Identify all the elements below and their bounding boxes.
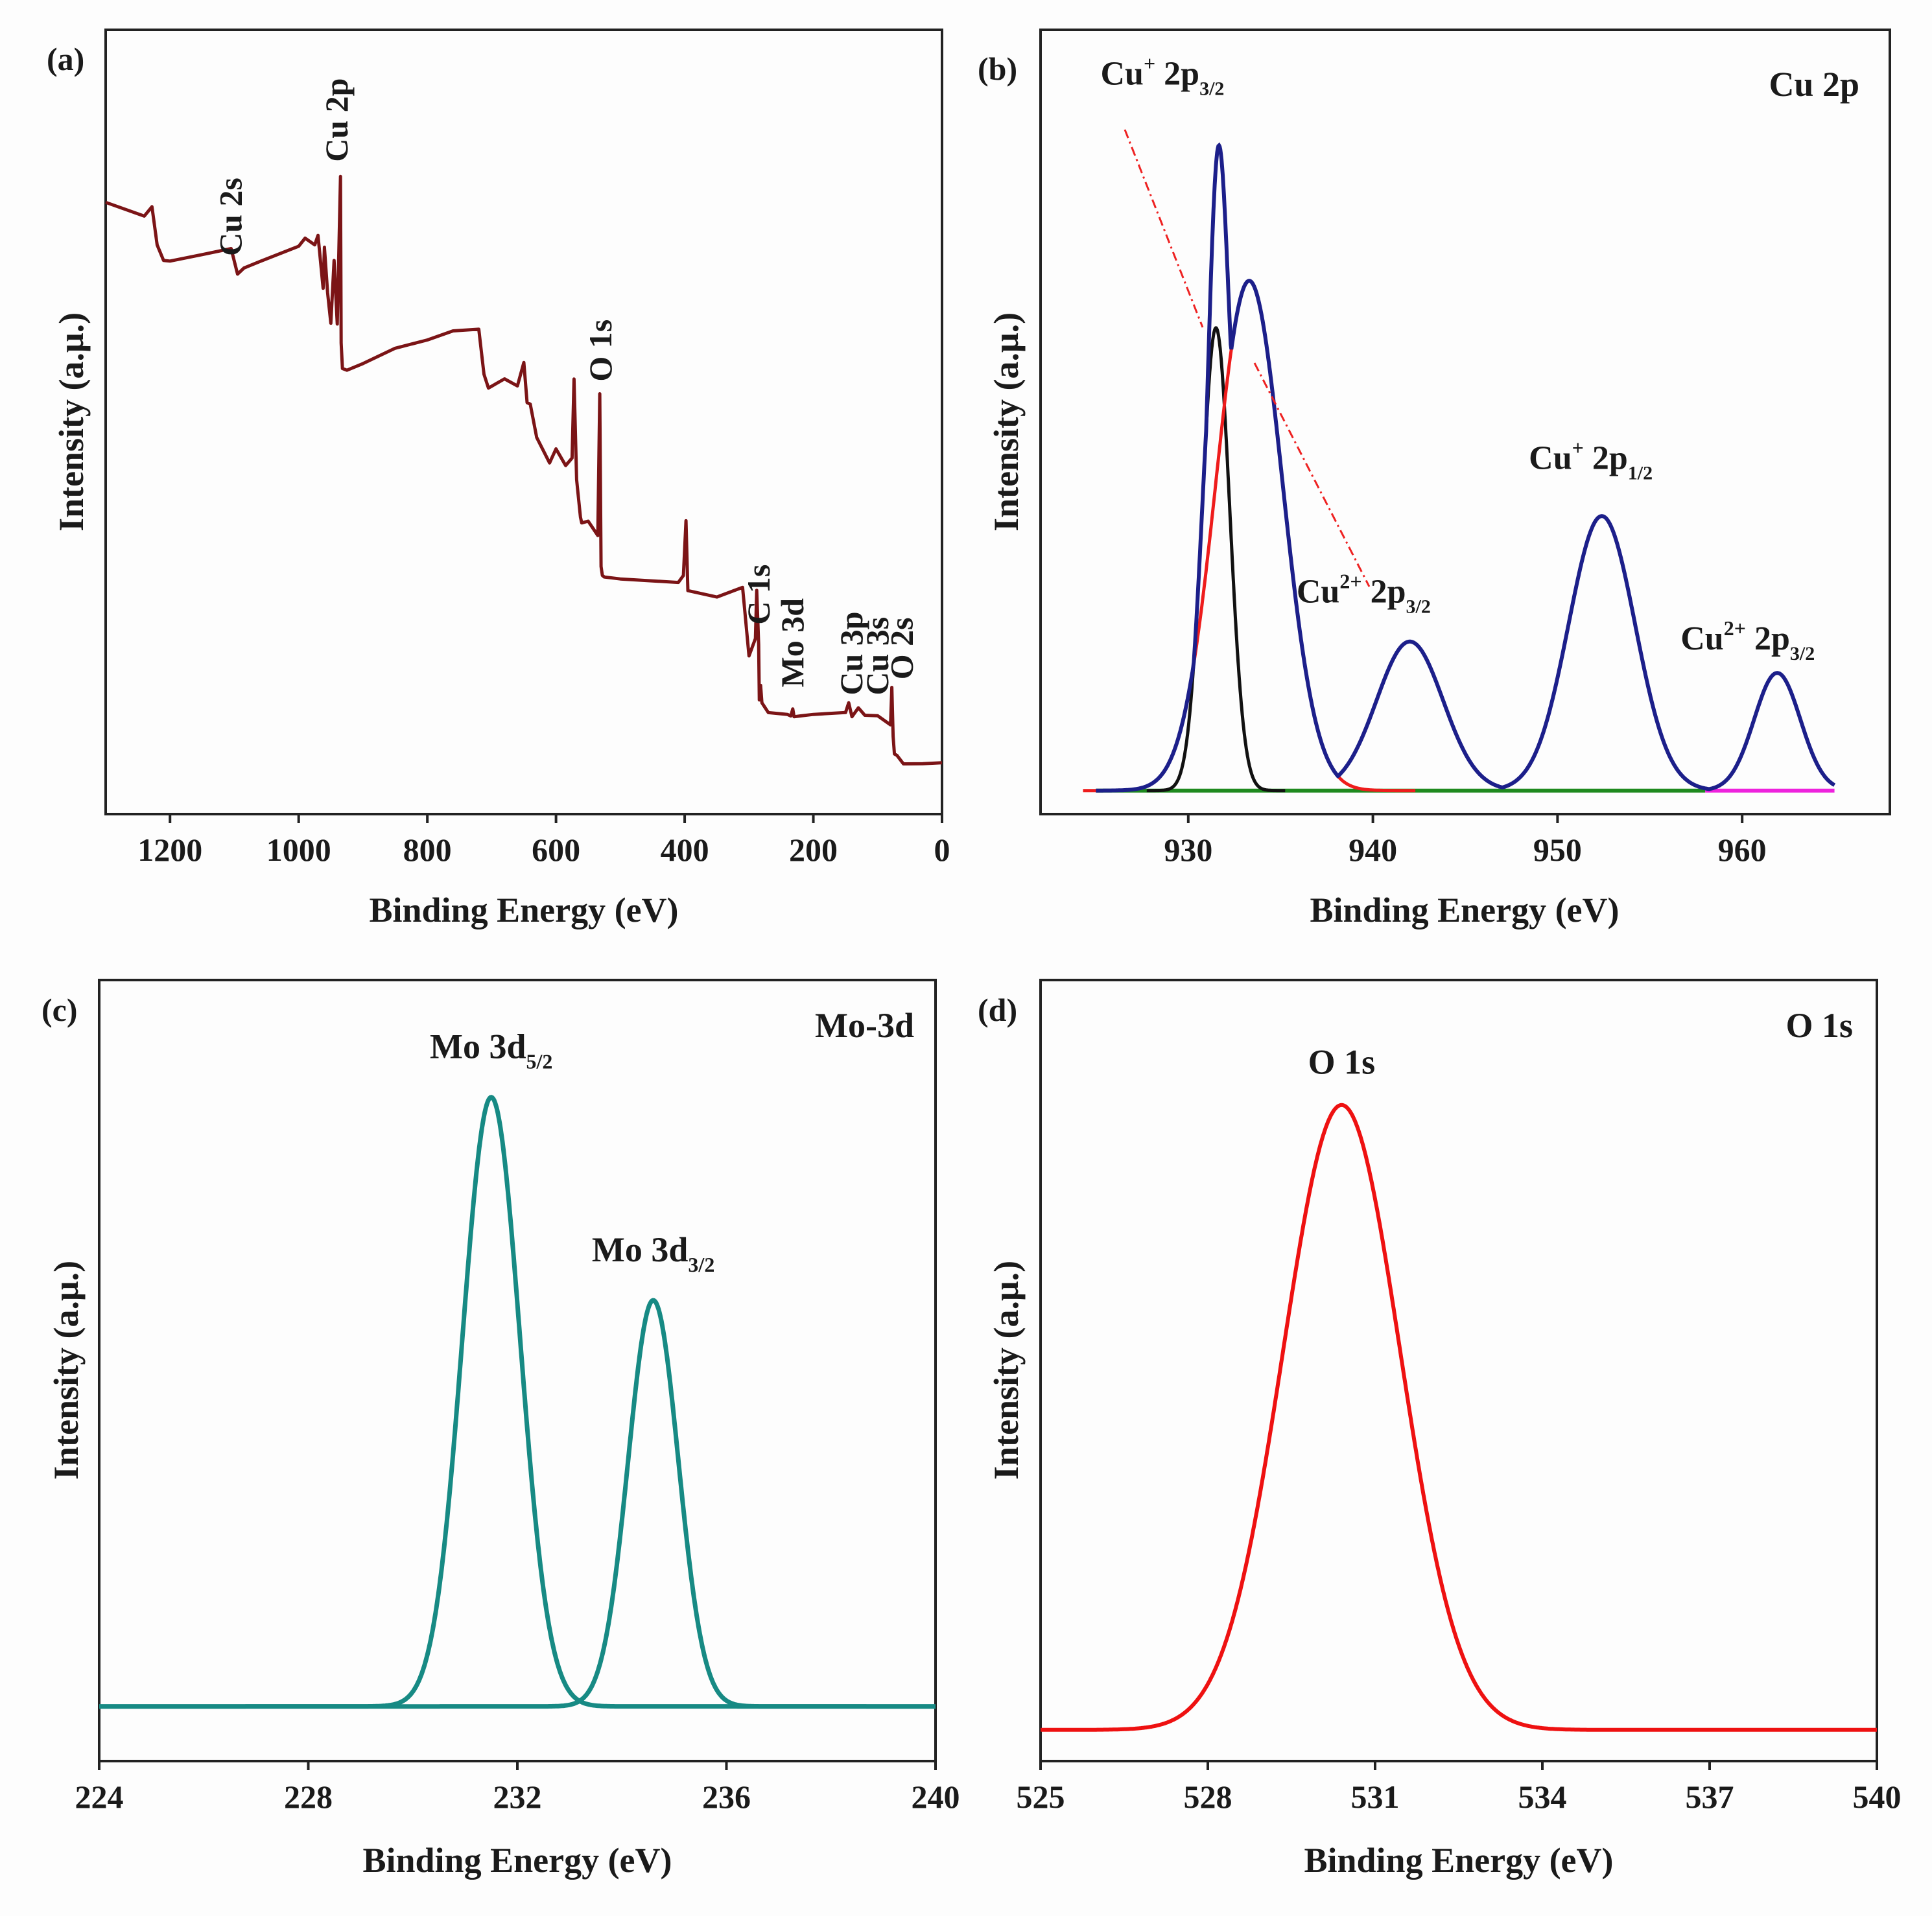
- peak-label: Cu+ 2p1/2: [1529, 436, 1653, 484]
- panel-b: (b) Cu 2p 930 940 950 960 Cu+ 2p3/2 Cu2+ 2p3…: [978, 29, 1891, 929]
- panel-d-frame: [1039, 979, 1878, 1762]
- peak-annotation: O 2s: [883, 618, 919, 680]
- panel-a-frame: [104, 29, 943, 815]
- panel-c-xlabel: Binding Energy (eV): [362, 1841, 672, 1880]
- x-tick-label: 240: [912, 1779, 960, 1815]
- panel-a-survey-series: [105, 174, 943, 765]
- panel-a-ticks: 1200 1000 800 600 400 200 0: [137, 814, 950, 868]
- fit-component-0: [1041, 1103, 1877, 1732]
- leader-line: [1253, 362, 1371, 587]
- panel-d-label: (d): [978, 992, 1017, 1028]
- x-tick-label: 537: [1686, 1779, 1734, 1815]
- panel-c-ylabel: Intensity (a.μ.): [47, 1261, 86, 1480]
- panel-c-label: (c): [41, 992, 78, 1028]
- x-tick-label: 600: [532, 832, 580, 868]
- panel-d-ylabel: Intensity (a.μ.): [987, 1261, 1026, 1480]
- panel-d: (d) O 1s 525 528 531 534 537 540 O 1s Binding…: [978, 979, 1902, 1880]
- x-tick-label: 534: [1518, 1779, 1567, 1815]
- x-tick-label: 960: [1718, 832, 1767, 868]
- x-tick-label: 1000: [266, 832, 331, 868]
- peak-annotation: C 1s: [740, 565, 777, 625]
- panel-b-annotations: Cu+ 2p3/2 Cu2+ 2p3/2 Cu+ 2p1/2 Cu2+ 2p3/2: [1100, 52, 1815, 664]
- panel-d-xlabel: Binding Energy (eV): [1304, 1841, 1613, 1880]
- fit-component-1: [1083, 279, 1416, 793]
- fit-component-0: [1146, 326, 1286, 793]
- panel-d-title: O 1s: [1785, 1006, 1853, 1045]
- fit-envelope: [1096, 142, 1836, 793]
- x-tick-label: 930: [1164, 832, 1212, 868]
- x-tick-label: 0: [934, 832, 950, 868]
- peak-annotation: O 1s: [582, 320, 618, 382]
- panel-b-frame: [1039, 29, 1891, 815]
- peak-label: Mo 3d3/2: [592, 1230, 714, 1276]
- leader-line: [1124, 129, 1204, 328]
- panel-c-frame: [98, 979, 937, 1762]
- x-tick-label: 531: [1351, 1779, 1400, 1815]
- panel-c: (c) Mo-3d 224 228 232 236 240 Mo 3d5/2 Mo 3d3…: [41, 979, 960, 1880]
- x-tick-label: 232: [493, 1779, 542, 1815]
- panel-c-ticks: 224 228 232 236 240: [75, 1761, 960, 1815]
- peak-annotation: Mo 3d: [774, 598, 810, 688]
- panel-a-ylabel: Intensity (a.μ.): [52, 312, 91, 532]
- x-tick-label: 540: [1853, 1779, 1902, 1815]
- x-tick-label: 1200: [137, 832, 202, 868]
- x-tick-label: 940: [1349, 832, 1397, 868]
- peak-label: Cu2+ 2p3/2: [1680, 616, 1815, 664]
- panel-d-series: [1041, 1103, 1877, 1732]
- peak-label: Cu2+ 2p3/2: [1297, 569, 1431, 617]
- panel-a-label: (a): [47, 41, 84, 77]
- peak-label: O 1s: [1308, 1043, 1376, 1082]
- peak-annotation: Cu 2s: [213, 178, 249, 256]
- panel-b-title: Cu 2p: [1769, 65, 1859, 104]
- panel-c-series: [99, 1095, 936, 1709]
- panel-c-title: Mo-3d: [815, 1006, 914, 1045]
- x-tick-label: 800: [403, 832, 452, 868]
- peak-annotation: Cu 2p: [318, 78, 355, 162]
- x-tick-label: 200: [789, 832, 838, 868]
- panel-b-xlabel: Binding Energy (eV): [1310, 891, 1619, 929]
- panel-c-annotations: Mo 3d5/2 Mo 3d3/2: [430, 1027, 714, 1276]
- fit-component-1: [99, 1298, 936, 1709]
- x-tick-label: 224: [75, 1779, 124, 1815]
- x-tick-label: 525: [1017, 1779, 1065, 1815]
- panel-b-series: [1083, 129, 1836, 793]
- x-tick-label: 950: [1533, 832, 1582, 868]
- peak-label: Mo 3d5/2: [430, 1027, 552, 1073]
- panel-b-label: (b): [978, 51, 1017, 87]
- panel-d-annotations: O 1s: [1308, 1043, 1376, 1082]
- panel-a-xlabel: Binding Energy (eV): [369, 891, 678, 929]
- panel-a: (a) 1200 1000 800 600 400 200 0 Cu 2s Cu 2p O 1s…: [47, 29, 950, 929]
- peak-label: Cu+ 2p3/2: [1100, 52, 1224, 100]
- x-tick-label: 400: [661, 832, 709, 868]
- fit-component-0: [99, 1095, 936, 1709]
- peak-annotation: Cu 3s: [859, 617, 895, 695]
- peak-annotation: Cu 3p: [833, 611, 869, 695]
- panel-b-ticks: 930 940 950 960: [1164, 814, 1767, 868]
- panel-d-ticks: 525 528 531 534 537 540: [1017, 1761, 1902, 1815]
- x-tick-label: 236: [702, 1779, 751, 1815]
- x-tick-label: 228: [284, 1779, 333, 1815]
- x-tick-label: 528: [1184, 1779, 1232, 1815]
- panel-b-ylabel: Intensity (a.μ.): [987, 312, 1026, 532]
